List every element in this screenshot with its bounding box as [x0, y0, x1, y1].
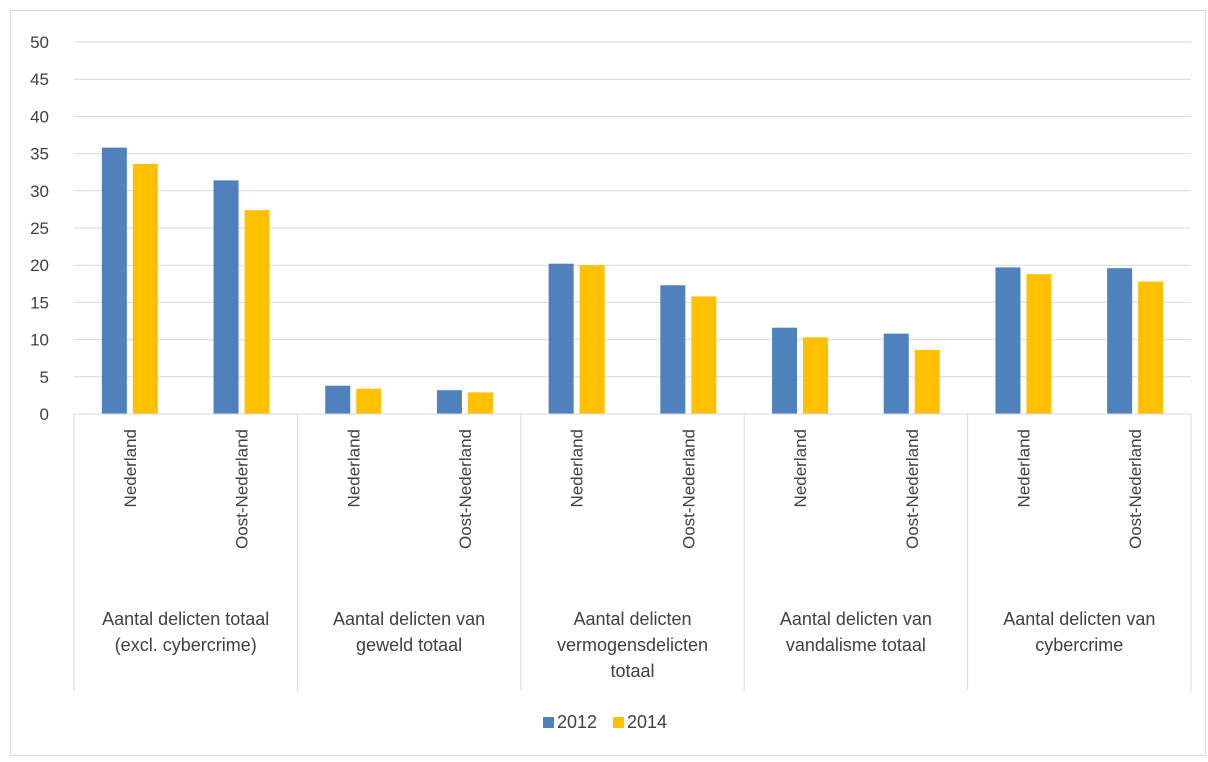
bar-2012-oost-nederland — [436, 390, 462, 414]
legend: 2012 2014 — [543, 712, 667, 732]
bar-2014-nederland — [1026, 274, 1052, 414]
category-label: Nederland — [1014, 429, 1033, 507]
category-label: Oost-Nederland — [456, 429, 475, 549]
group-label: Aantal delicten vermogensdelicten totaal — [557, 609, 708, 681]
category-label: Oost-Nederland — [1126, 429, 1145, 549]
category-label: Nederland — [791, 429, 810, 507]
y-tick-label: 10 — [30, 331, 49, 350]
y-tick-label: 0 — [40, 405, 49, 424]
legend-label-2012: 2012 — [557, 712, 597, 732]
bar-2012-nederland — [101, 147, 127, 414]
bar-2012-nederland — [995, 267, 1021, 414]
bar-2014-nederland — [356, 388, 382, 414]
group-label-line: Aantal delicten van — [333, 609, 485, 629]
group-label: Aantal delicten van geweld totaal — [333, 609, 485, 655]
bar-2014-oost-nederland — [467, 392, 493, 414]
category-label: Nederland — [344, 429, 363, 507]
category-label: Nederland — [568, 429, 587, 507]
group-label-line: Aantal delicten totaal — [102, 609, 269, 629]
y-axis-ticks: 0 5 10 15 20 25 30 35 40 45 50 — [30, 33, 49, 424]
y-tick-label: 50 — [30, 33, 49, 52]
group-label-line: totaal — [610, 661, 654, 681]
group-label: Aantal delicten van vandalisme totaal — [780, 609, 932, 655]
x-axis: Nederland Oost-Nederland Aantal delicten t… — [73, 413, 1192, 691]
group-label-line: cybercrime — [1035, 635, 1123, 655]
y-tick-label: 20 — [30, 256, 49, 275]
y-tick-label: 30 — [30, 182, 49, 201]
category-label: Oost-Nederland — [679, 429, 698, 549]
bar-2012-nederland — [548, 263, 574, 414]
group-label-line: Aantal delicten van — [1003, 609, 1155, 629]
bar-chart: 0 5 10 15 20 25 30 35 40 45 50 Nederland Oost-Neder… — [30, 33, 1192, 732]
bars — [101, 147, 1164, 414]
legend-swatch-2014 — [613, 717, 624, 728]
bar-2014-nederland — [579, 265, 605, 414]
group-label-line: (excl. cybercrime) — [115, 635, 257, 655]
bar-2012-nederland — [325, 385, 351, 414]
category-label: Nederland — [121, 429, 140, 507]
bar-2014-oost-nederland — [914, 350, 940, 414]
group-label-line: Aantal delicten van — [780, 609, 932, 629]
bar-2012-oost-nederland — [1107, 268, 1133, 414]
group-label-line: geweld totaal — [356, 635, 462, 655]
legend-label-2014: 2014 — [627, 712, 667, 732]
bar-2014-oost-nederland — [244, 210, 270, 414]
bar-2012-oost-nederland — [883, 333, 909, 414]
bar-2014-nederland — [803, 337, 829, 414]
group-label-line: Aantal delicten — [573, 609, 691, 629]
bar-2014-oost-nederland — [1138, 281, 1164, 414]
bar-2014-nederland — [132, 164, 158, 414]
y-tick-label: 45 — [30, 70, 49, 89]
y-tick-label: 35 — [30, 145, 49, 164]
chart-frame: 0 5 10 15 20 25 30 35 40 45 50 Nederland Oost-Neder… — [10, 10, 1206, 756]
y-tick-label: 40 — [30, 107, 49, 126]
legend-swatch-2012 — [543, 717, 554, 728]
group-label: Aantal delicten totaal (excl. cybercrime) — [102, 609, 269, 655]
category-label: Oost-Nederland — [233, 429, 252, 549]
y-tick-label: 25 — [30, 219, 49, 238]
group-label-line: vandalisme totaal — [786, 635, 926, 655]
gridlines — [74, 41, 1191, 415]
category-label: Oost-Nederland — [903, 429, 922, 549]
bar-2012-oost-nederland — [660, 285, 686, 414]
bar-2012-oost-nederland — [213, 180, 239, 414]
y-tick-label: 15 — [30, 293, 49, 312]
bar-2012-nederland — [772, 327, 798, 414]
y-tick-label: 5 — [40, 368, 49, 387]
bar-2014-oost-nederland — [691, 296, 717, 414]
group-label-line: vermogensdelicten — [557, 635, 708, 655]
group-label: Aantal delicten van cybercrime — [1003, 609, 1155, 655]
